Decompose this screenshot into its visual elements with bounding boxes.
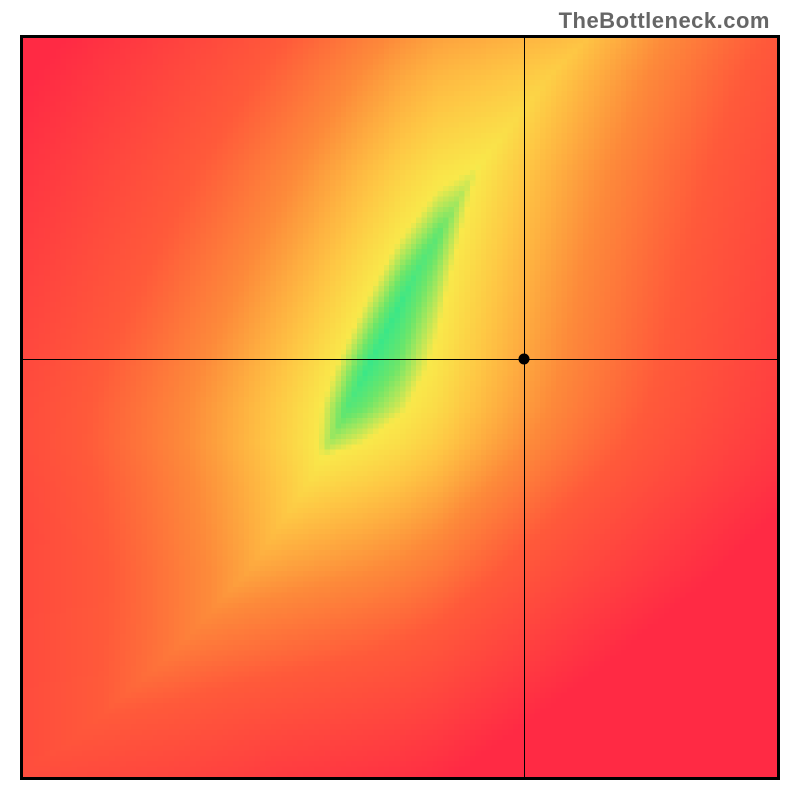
crosshair-marker-dot: [519, 354, 530, 365]
crosshair-horizontal: [23, 359, 777, 361]
bottleneck-heatmap: [23, 38, 777, 777]
crosshair-vertical: [524, 38, 526, 777]
chart-container: TheBottleneck.com: [0, 0, 800, 800]
watermark-text: TheBottleneck.com: [559, 8, 770, 34]
plot-frame: [20, 35, 780, 780]
